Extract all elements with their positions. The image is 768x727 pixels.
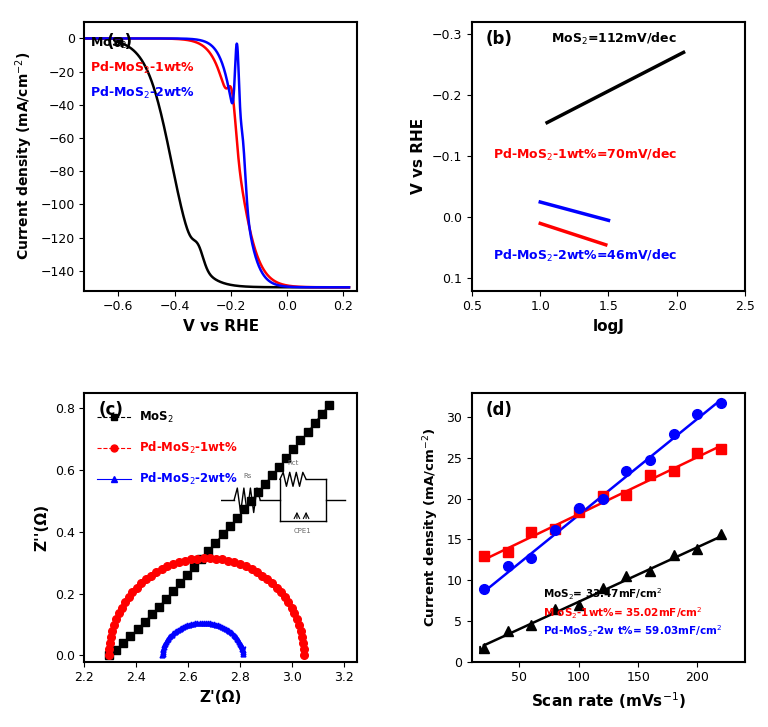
Text: Pd-MoS$_2$-2wt%=46mV/dec: Pd-MoS$_2$-2wt%=46mV/dec xyxy=(492,248,677,264)
Text: Pd-MoS$_2$-2wt%: Pd-MoS$_2$-2wt% xyxy=(90,84,195,100)
Text: MoS$_2$= 33.47mF/cm$^2$: MoS$_2$= 33.47mF/cm$^2$ xyxy=(543,586,663,602)
Y-axis label: V vs RHE: V vs RHE xyxy=(412,119,426,194)
Text: Pd-MoS$_2$-2w t%= 59.03mF/cm$^2$: Pd-MoS$_2$-2w t%= 59.03mF/cm$^2$ xyxy=(543,624,723,639)
X-axis label: Z'(Ω): Z'(Ω) xyxy=(200,690,242,705)
Text: MoS$_2$=112mV/dec: MoS$_2$=112mV/dec xyxy=(551,31,677,47)
Text: MoS$_2$: MoS$_2$ xyxy=(90,36,127,51)
Text: (c): (c) xyxy=(98,401,123,419)
Text: (b): (b) xyxy=(485,30,512,48)
Y-axis label: Z''(Ω): Z''(Ω) xyxy=(35,504,49,551)
Text: M oS$_2$-1wt%= 35.02mF/cm$^2$: M oS$_2$-1wt%= 35.02mF/cm$^2$ xyxy=(543,605,703,621)
Text: Pd-MoS$_2$-1wt%: Pd-MoS$_2$-1wt% xyxy=(139,441,238,457)
Text: MoS$_2$: MoS$_2$ xyxy=(139,410,174,425)
Text: (a): (a) xyxy=(106,33,132,51)
Text: Pd-MoS$_2$-2wt%: Pd-MoS$_2$-2wt% xyxy=(139,471,238,487)
X-axis label: Scan rate (mVs$^{-1}$): Scan rate (mVs$^{-1}$) xyxy=(531,690,686,710)
Y-axis label: Current density (mA/cm$^{-2}$): Current density (mA/cm$^{-2}$) xyxy=(422,427,441,627)
Y-axis label: Current density (mA/cm$^{-2}$): Current density (mA/cm$^{-2}$) xyxy=(13,52,35,260)
X-axis label: logJ: logJ xyxy=(593,319,624,334)
Text: (d): (d) xyxy=(485,401,512,419)
Text: Pd-MoS$_2$-1wt%: Pd-MoS$_2$-1wt% xyxy=(90,60,195,76)
Text: Pd-MoS$_2$-1wt%=70mV/dec: Pd-MoS$_2$-1wt%=70mV/dec xyxy=(492,148,677,164)
X-axis label: V vs RHE: V vs RHE xyxy=(183,319,259,334)
